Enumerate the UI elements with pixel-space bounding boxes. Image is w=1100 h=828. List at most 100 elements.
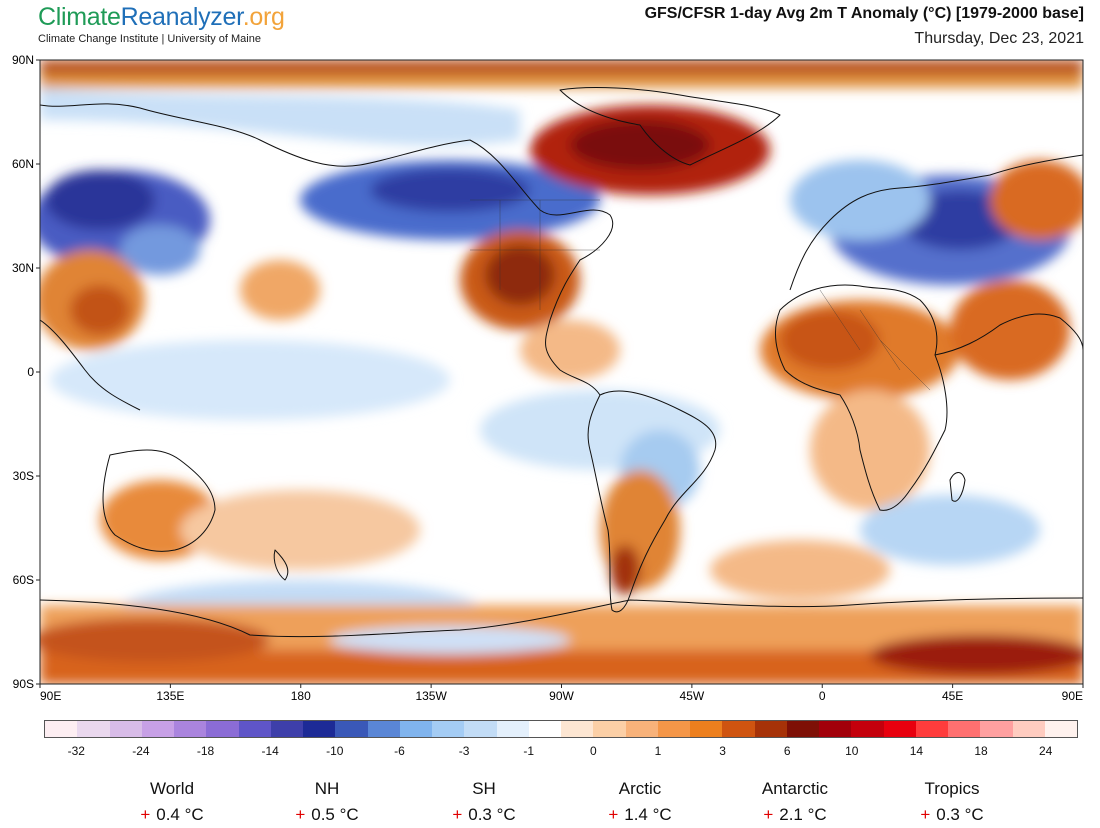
colorbar-swatch [303, 721, 336, 737]
colorbar-label: 14 [909, 744, 924, 758]
plus-sign: + [140, 805, 151, 824]
plus-sign: + [763, 805, 774, 824]
lon-label: 90E [1062, 689, 1083, 700]
anomaly-map[interactable]: 90N 60N 30N 0 30S 60S 90S 90E 135E 180 135W 90W 45W… [0, 50, 1100, 700]
colorbar-label: 10 [845, 744, 859, 758]
plus-sign: + [295, 805, 306, 824]
coastlines [40, 87, 1083, 638]
colorbar-label: -32 [67, 744, 85, 758]
colorbar-swatch [270, 721, 303, 737]
stat-value: +2.1 °C [715, 803, 875, 827]
lon-label: 180 [291, 689, 311, 700]
colorbar-label: -24 [132, 744, 150, 758]
brand-reanalyzer: Reanalyzer [120, 3, 243, 31]
colorbar-swatch [690, 721, 723, 737]
political-borders [470, 199, 931, 391]
stat-number: 2.1 °C [779, 805, 827, 824]
lon-label: 45W [680, 689, 705, 700]
plus-sign: + [452, 805, 463, 824]
anomaly-stats: World +0.4 °C NH +0.5 °C SH +0.3 °C Arctic +1.4… [0, 778, 1100, 828]
brand-logo[interactable]: ClimateReanalyzer.org Climate Change Ins… [38, 2, 285, 45]
lat-label: 30S [13, 469, 34, 483]
stat-value: +0.5 °C [247, 803, 407, 827]
stat-world: World +0.4 °C [92, 778, 252, 827]
stat-number: 0.3 °C [468, 805, 516, 824]
stat-value: +0.3 °C [872, 803, 1032, 827]
brand-title: ClimateReanalyzer.org [38, 2, 285, 32]
colorbar-swatch [432, 721, 465, 737]
lon-label: 90W [549, 689, 574, 700]
lat-label: 60N [12, 157, 34, 171]
map-date: Thursday, Dec 23, 2021 [914, 30, 1084, 47]
colorbar-label: 3 [719, 744, 726, 758]
colorbar [44, 720, 1078, 738]
stat-value: +1.4 °C [560, 803, 720, 827]
anomaly-field [40, 60, 1083, 684]
colorbar-swatch [819, 721, 852, 737]
lon-label: 135E [156, 689, 184, 700]
stat-arctic: Arctic +1.4 °C [560, 778, 720, 827]
colorbar-swatch [1044, 721, 1077, 737]
colorbar-swatch [335, 721, 368, 737]
lon-label: 45E [942, 689, 963, 700]
colorbar-swatch [657, 721, 690, 737]
lon-axis: 90E 135E 180 135W 90W 45W 0 45E 90E [39, 684, 1084, 700]
stat-name: Antarctic [761, 779, 829, 798]
stat-number: 0.3 °C [936, 805, 984, 824]
colorbar-label: 18 [974, 744, 988, 758]
colorbar-labels: -32-24-18-14-10-6-3-101361014182432 [44, 744, 1078, 760]
stat-number: 1.4 °C [624, 805, 672, 824]
colorbar-label: 1 [654, 744, 662, 758]
colorbar-label: -14 [261, 744, 279, 758]
map-title: GFS/CFSR 1-day Avg 2m T Anomaly (°C) [19… [644, 5, 1084, 22]
colorbar-swatch [367, 721, 400, 737]
stat-tropics: Tropics +0.3 °C [872, 778, 1032, 827]
lon-label: 0 [819, 689, 826, 700]
colorbar-swatch [464, 721, 497, 737]
stat-name: World [149, 779, 195, 798]
colorbar-swatch [1012, 721, 1045, 737]
colorbar-swatch [561, 721, 594, 737]
lat-label: 60S [13, 573, 34, 587]
colorbar-swatch [399, 721, 432, 737]
plus-sign: + [608, 805, 619, 824]
plus-sign: + [920, 805, 931, 824]
stat-number: 0.4 °C [156, 805, 204, 824]
colorbar-swatch [174, 721, 207, 737]
colorbar-swatch [786, 721, 819, 737]
colorbar-swatch [625, 721, 658, 737]
colorbar-label: -10 [326, 744, 344, 758]
colorbar-swatch [754, 721, 787, 737]
stat-name: NH [314, 779, 340, 798]
stat-nh: NH +0.5 °C [247, 778, 407, 827]
lat-label: 90S [13, 677, 34, 691]
stat-name: Arctic [618, 779, 662, 798]
colorbar-label: -6 [394, 744, 405, 758]
brand-subtitle: Climate Change Institute | University of… [38, 33, 261, 45]
stat-name: Tropics [924, 779, 980, 798]
colorbar-swatch [45, 721, 78, 737]
brand-org: .org [242, 3, 285, 31]
stat-value: +0.4 °C [92, 803, 252, 827]
colorbar-label: 0 [589, 744, 597, 758]
colorbar-label: -18 [196, 744, 215, 758]
colorbar-swatch [722, 721, 755, 737]
lat-label: 30N [12, 261, 34, 275]
stat-value: +0.3 °C [404, 803, 564, 827]
colorbar-label: -3 [458, 744, 470, 758]
colorbar-swatch [109, 721, 142, 737]
colorbar-swatch [528, 721, 561, 737]
colorbar-swatch [496, 721, 529, 737]
colorbar-swatch [238, 721, 271, 737]
colorbar-label: 24 [1039, 744, 1053, 758]
colorbar-swatch [948, 721, 981, 737]
colorbar-swatch [883, 721, 916, 737]
lon-label: 90E [40, 689, 61, 700]
lat-axis: 90N 60N 30N 0 30S 60S 90S [12, 53, 40, 691]
colorbar-swatch [77, 721, 110, 737]
stat-name: SH [472, 779, 496, 798]
title-block: GFS/CFSR 1-day Avg 2m T Anomaly (°C) [19… [645, 4, 1084, 50]
colorbar-swatch [915, 721, 948, 737]
colorbar-swatch [593, 721, 626, 737]
colorbar-swatch [980, 721, 1013, 737]
